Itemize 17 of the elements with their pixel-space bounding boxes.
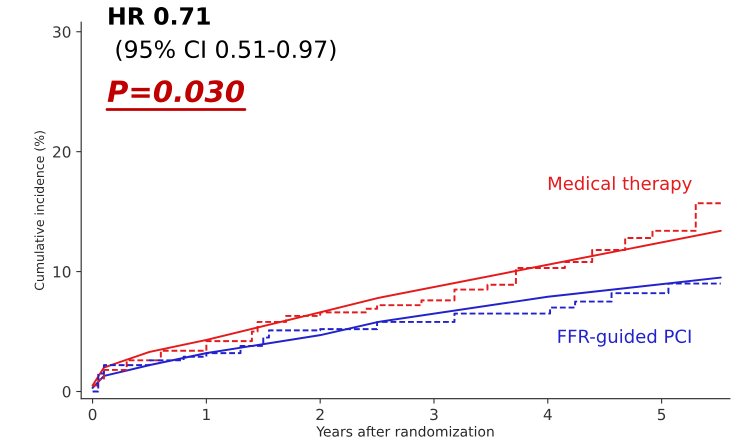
y-tick-label: 10 — [54, 266, 70, 278]
annotation: (95% CI 0.51-0.97) — [116, 40, 336, 61]
x-tick-label: 2 — [316, 408, 324, 420]
annotation: P=0.030 — [108, 80, 244, 102]
x-tick-label: 3 — [430, 408, 438, 420]
x-axis-title: Years after randomization — [316, 426, 494, 437]
y-axis-title: Cumulative incidence (%) — [34, 131, 46, 290]
y-tick-label: 30 — [53, 26, 70, 38]
x-tick-label: 1 — [203, 408, 210, 420]
x-tick-label: 0 — [88, 408, 96, 420]
x-tick-label: 4 — [544, 408, 552, 420]
y-tick-label: 0 — [62, 386, 70, 398]
annotation: HR 0.71 — [109, 7, 210, 25]
series-label: FFR-guided PCI — [558, 329, 691, 347]
series-label: Medical therapy — [548, 176, 692, 194]
x-tick-label: 5 — [658, 408, 666, 420]
y-tick-label: 20 — [53, 146, 70, 158]
